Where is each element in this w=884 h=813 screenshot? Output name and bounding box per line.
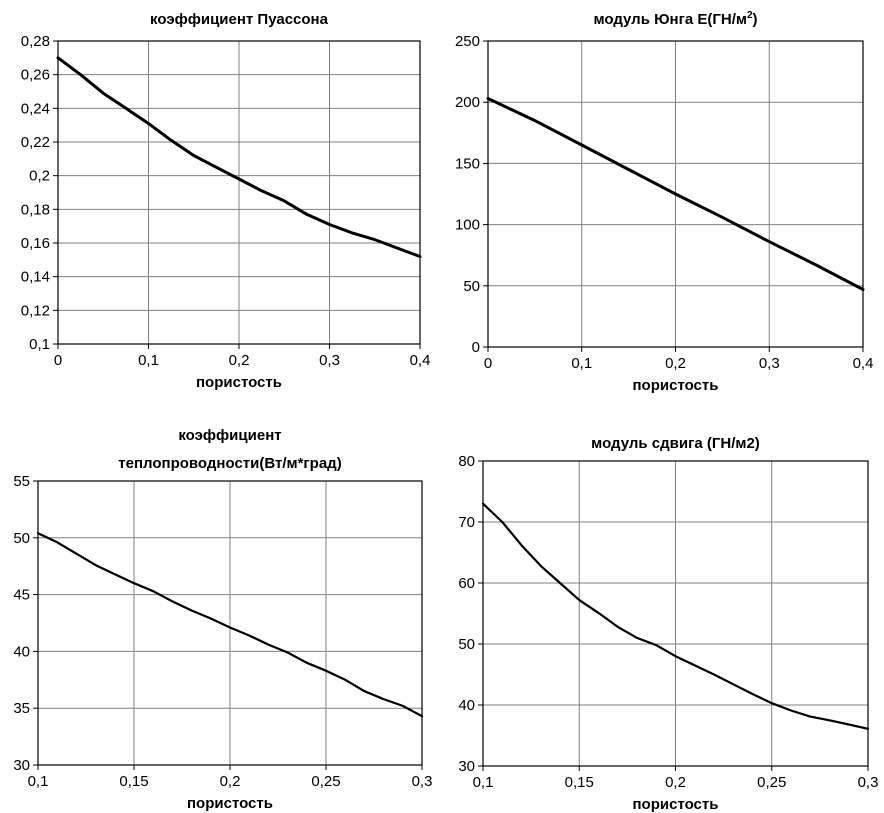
y-tick-label: 35 [13, 700, 30, 717]
x-tick-label: 0,4 [853, 355, 874, 372]
y-tick-label: 55 [13, 473, 30, 490]
chart-panel-3: 0,1 0,15 0,2 0,25 0,3 30 35 40 45 50 55 коэффициент… [13, 427, 432, 812]
chart-panel-1: 0 0,1 0,2 0,3 0,40,10,120,140,160,180,20,220… [21, 11, 431, 391]
y-tick-label: 30 [458, 758, 475, 775]
y-tick-label: 40 [13, 643, 30, 660]
x-axis-label: пористость [196, 374, 282, 391]
y-tick-label: 50 [463, 278, 480, 295]
chart-panel-4: 0,1 0,15 0,2 0,25 0,3 30 40 50 60 70 80 модуль сдви… [458, 435, 878, 813]
y-tick-label: 0,12 [21, 302, 50, 319]
x-axis-label: пористость [187, 795, 273, 812]
y-tick-label: 0,16 [21, 235, 50, 252]
chart-title-line2: теплопроводности(Вт/м*град) [118, 455, 341, 472]
y-tick-label: 0,14 [21, 269, 50, 286]
x-tick-label: 0,2 [229, 352, 250, 369]
x-tick-label: 0,3 [858, 774, 879, 791]
y-tick-label: 50 [13, 530, 30, 547]
x-tick-label: 0,2 [665, 355, 686, 372]
x-tick-label: 0,15 [119, 773, 148, 790]
y-tick-label: 150 [455, 155, 480, 172]
y-tick-label: 0,22 [21, 134, 50, 151]
series-line-1 [36, 532, 424, 718]
y-tick-label: 45 [13, 587, 30, 604]
y-tick-label: 0,1 [29, 336, 50, 353]
y-tick-label: 0,2 [29, 168, 50, 185]
x-tick-label: 0,1 [138, 352, 159, 369]
x-tick-label: 0,1 [473, 774, 494, 791]
x-tick-label: 0,3 [412, 773, 433, 790]
title-superscript: 2 [747, 10, 753, 21]
series-line-1 [486, 97, 865, 291]
y-tick-label: 60 [458, 575, 475, 592]
x-tick-label: 0,2 [220, 773, 241, 790]
y-tick-label: 0,28 [21, 33, 50, 50]
x-axis-label: пористость [633, 377, 719, 394]
x-tick-label: 0,25 [757, 774, 786, 791]
series-line-1 [56, 56, 422, 258]
y-tick-label: 200 [455, 94, 480, 111]
y-tick-label: 30 [13, 757, 30, 774]
x-tick-label: 0,15 [565, 774, 594, 791]
y-tick-label: 100 [455, 217, 480, 234]
x-tick-label: 0,1 [28, 773, 49, 790]
y-tick-label: 0 [472, 339, 480, 356]
x-tick-label: 0,3 [319, 352, 340, 369]
chart-title: модуль сдвига (ГН/м2) [591, 435, 760, 452]
y-tick-label: 250 [455, 33, 480, 50]
x-tick-label: 0 [484, 355, 492, 372]
x-tick-label: 0 [54, 352, 62, 369]
y-tick-label: 0,26 [21, 67, 50, 84]
x-tick-label: 0,3 [759, 355, 780, 372]
y-tick-label: 0,24 [21, 100, 50, 117]
x-tick-label: 0,4 [410, 352, 431, 369]
x-tick-label: 0,1 [571, 355, 592, 372]
x-axis-label: пористость [633, 796, 719, 813]
chart-title: коэффициент [178, 427, 281, 444]
y-tick-label: 40 [458, 697, 475, 714]
chart-panel-2: 0 0,1 0,2 0,3 0,4 0 50 100 150 200 250 модуль Юнга … [455, 10, 873, 394]
x-tick-label: 0,2 [665, 774, 686, 791]
y-tick-label: 50 [458, 636, 475, 653]
y-tick-label: 70 [458, 514, 475, 531]
y-tick-label: 80 [458, 453, 475, 470]
x-tick-label: 0,25 [311, 773, 340, 790]
chart-title: коэффициент Пуассона [150, 11, 329, 28]
series-line-1 [481, 502, 870, 730]
chart-title: модуль Юнга E(ГН/м2) [593, 10, 757, 28]
title-tail: ) [753, 11, 758, 28]
y-tick-label: 0,18 [21, 201, 50, 218]
